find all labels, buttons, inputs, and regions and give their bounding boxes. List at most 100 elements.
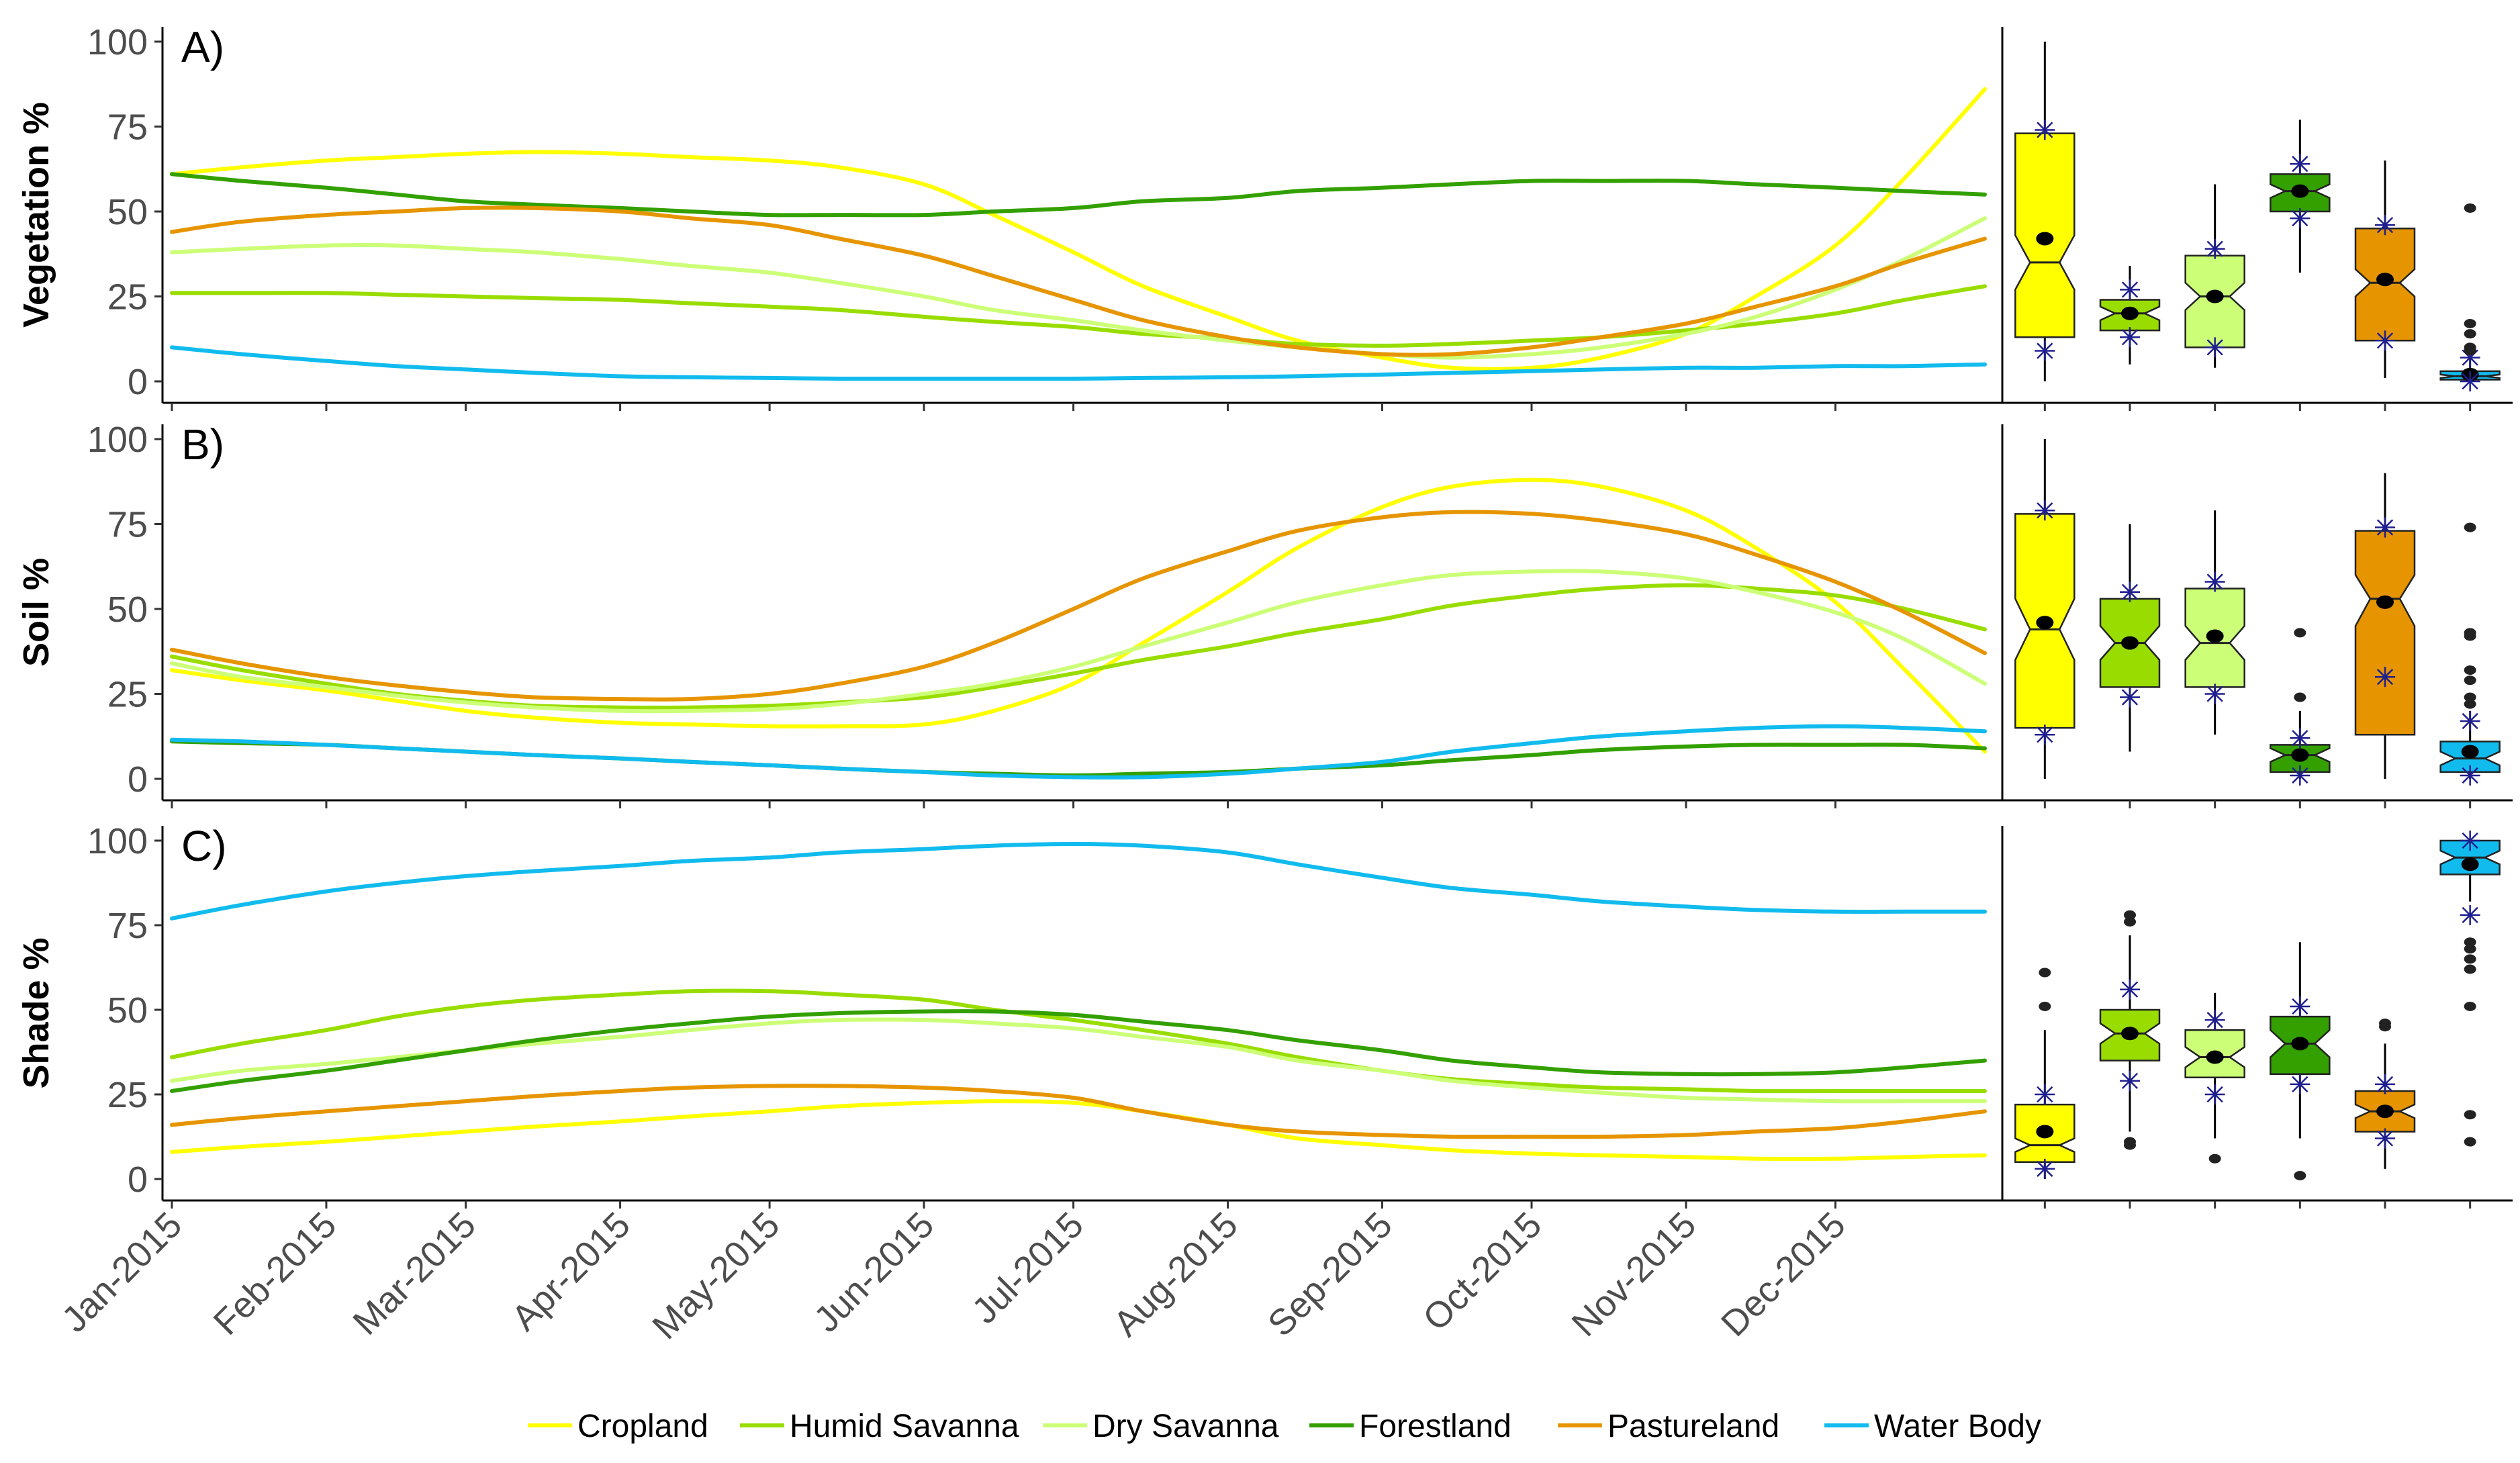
sd-marker-low xyxy=(2204,683,2225,704)
box-mean-dot xyxy=(2376,273,2394,287)
sd-marker-low xyxy=(2120,687,2140,708)
box-mean-dot xyxy=(2291,748,2309,762)
y-axis-label: Vegetation % xyxy=(16,102,56,328)
outlier-point xyxy=(2464,628,2476,638)
outlier-point xyxy=(2294,628,2306,638)
y-tick-label: 50 xyxy=(107,589,148,630)
legend-label: Forestland xyxy=(1359,1409,1511,1444)
x-axis: Jan-2015 Feb-2015 Mar-2015 Apr-2015 May-2015… xyxy=(54,1205,1853,1347)
outlier-point xyxy=(2464,954,2476,964)
boxplot-cropland xyxy=(2014,968,2075,1209)
outlier-point xyxy=(2039,968,2051,978)
series-line-dry-savanna xyxy=(170,216,1987,360)
legend-item-humid-savanna: Humid Savanna xyxy=(740,1409,1019,1444)
outlier-point xyxy=(2464,318,2476,328)
boxplot-cropland xyxy=(2014,439,2075,808)
box-mean-dot xyxy=(2206,1050,2224,1064)
box-mean-dot xyxy=(2036,616,2054,630)
box-mean-dot xyxy=(2036,232,2054,246)
series-line-pastureland xyxy=(170,205,1987,357)
series-line-forestland xyxy=(170,739,1987,777)
y-tick-label: 0 xyxy=(128,759,148,800)
box-mean-dot xyxy=(2461,745,2479,759)
panel-tag: C) xyxy=(181,822,227,870)
outlier-point xyxy=(2464,699,2476,709)
x-tick-label: Feb-2015 xyxy=(206,1205,344,1343)
sd-marker-high xyxy=(2120,279,2140,300)
sd-marker-high xyxy=(2035,120,2055,140)
y-tick-label: 50 xyxy=(107,990,148,1031)
sd-marker-low xyxy=(2460,765,2480,786)
boxplot-humid-savanna xyxy=(2099,524,2161,808)
box-mean-dot xyxy=(2121,1027,2139,1041)
sd-marker-high xyxy=(2035,500,2055,521)
outlier-point xyxy=(2124,916,2136,927)
boxplot-forestland xyxy=(2270,942,2331,1209)
sd-marker-low xyxy=(2120,327,2140,348)
sd-marker-high xyxy=(2290,996,2311,1017)
y-tick-label: 25 xyxy=(107,1075,148,1115)
legend-item-cropland: Cropland xyxy=(528,1409,708,1444)
boxplot-pastureland xyxy=(2354,1019,2416,1209)
y-axis-label: Soil % xyxy=(16,558,56,667)
outlier-point xyxy=(2464,675,2476,686)
legend-label: Water Body xyxy=(1874,1409,2041,1444)
series-line-cropland xyxy=(170,87,1987,371)
boxplot-water-body xyxy=(2439,203,2501,411)
sd-marker-high xyxy=(2375,215,2395,236)
sd-marker-low xyxy=(2290,765,2311,786)
x-tick-label: Mar-2015 xyxy=(345,1205,483,1343)
sd-marker-low xyxy=(2460,371,2480,391)
panel-tag: B) xyxy=(181,420,224,469)
series-line-pastureland xyxy=(170,1084,1987,1139)
outlier-point xyxy=(2464,692,2476,702)
boxplot-water-body xyxy=(2439,522,2501,808)
outlier-point xyxy=(2464,1137,2476,1147)
outlier-point xyxy=(2379,1019,2391,1029)
sd-marker-high xyxy=(2120,581,2140,602)
sd-marker-high xyxy=(2460,831,2480,851)
sd-marker-high xyxy=(2204,1010,2225,1031)
x-tick-label: May-2015 xyxy=(645,1205,787,1347)
boxplot-water-body xyxy=(2439,831,2501,1209)
legend-item-pastureland: Pastureland xyxy=(1558,1409,1779,1444)
sd-marker-low xyxy=(2035,724,2055,745)
y-tick-label: 100 xyxy=(87,22,148,62)
x-tick-label: Jun-2015 xyxy=(806,1205,942,1340)
boxplot-dry-savanna xyxy=(2184,510,2245,808)
sd-marker-high xyxy=(2290,728,2311,749)
outlier-point xyxy=(2124,910,2136,920)
series-line-forestland xyxy=(170,1009,1987,1093)
series-line-pastureland xyxy=(170,510,1987,702)
y-tick-label: 50 xyxy=(107,192,148,232)
outlier-point xyxy=(2208,1153,2221,1164)
sd-marker-high xyxy=(2290,154,2311,175)
sd-marker-low xyxy=(2204,337,2225,358)
sd-marker-high xyxy=(2375,517,2395,538)
box-mean-dot xyxy=(2461,857,2479,871)
box-mean-dot xyxy=(2206,289,2224,303)
x-tick-label: Sep-2015 xyxy=(1260,1205,1400,1344)
outlier-point xyxy=(2464,1110,2476,1120)
sd-marker-high xyxy=(2204,571,2225,592)
box-mean-dot xyxy=(2376,1104,2394,1119)
boxplot-forestland xyxy=(2270,628,2331,808)
sd-marker-high xyxy=(2460,710,2480,731)
series-line-humid-savanna xyxy=(170,988,1987,1094)
series-line-dry-savanna xyxy=(170,569,1987,714)
box-mean-dot xyxy=(2376,595,2394,609)
sd-marker-low xyxy=(2375,667,2395,688)
sd-marker-low xyxy=(2460,904,2480,925)
legend-item-water-body: Water Body xyxy=(1824,1409,2041,1444)
y-tick-label: 0 xyxy=(128,1160,148,1200)
x-tick-label: Jul-2015 xyxy=(964,1205,1091,1331)
box-body xyxy=(2354,530,2416,736)
sd-marker-high xyxy=(2035,1084,2055,1104)
legend-label: Pastureland xyxy=(1607,1409,1779,1444)
outlier-point xyxy=(2039,1001,2051,1011)
x-tick-label: Dec-2015 xyxy=(1714,1205,1853,1344)
box-mean-dot xyxy=(2121,306,2139,320)
legend-label: Cropland xyxy=(577,1409,708,1444)
sd-marker-low xyxy=(2290,208,2311,229)
boxplot-cropland xyxy=(2014,42,2075,411)
